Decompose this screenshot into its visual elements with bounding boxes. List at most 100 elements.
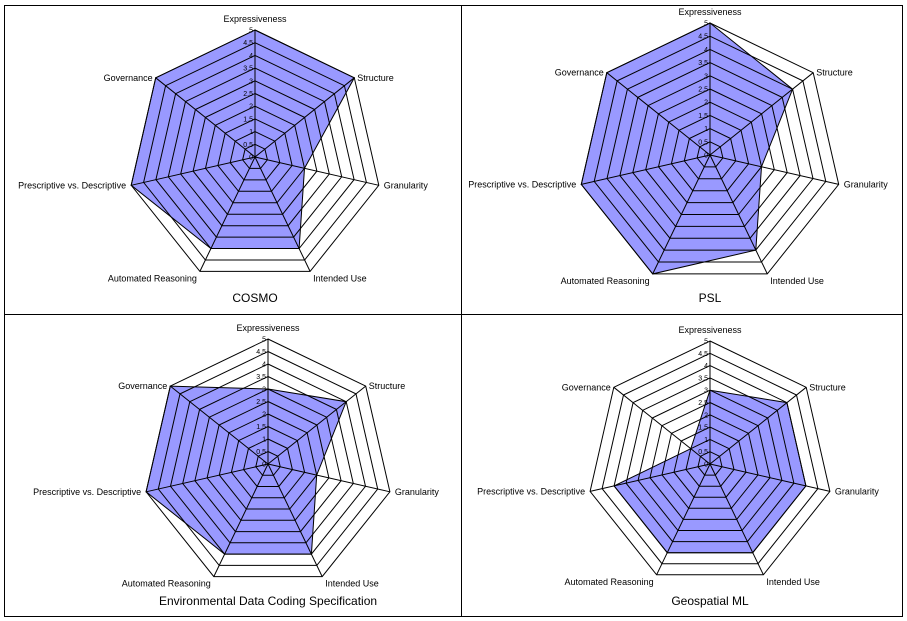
grid-ring bbox=[229, 131, 281, 181]
grid-ring bbox=[255, 450, 281, 476]
tick-label: 4 bbox=[249, 53, 253, 60]
grid-ring bbox=[589, 340, 831, 576]
axis-spoke bbox=[606, 72, 711, 156]
axis-spoke bbox=[709, 386, 807, 465]
grid-ring bbox=[661, 414, 759, 509]
data-point-prescriptive-vs-descriptive bbox=[145, 491, 147, 493]
tick-label: 0.5 bbox=[698, 449, 708, 456]
data-point-granularity bbox=[316, 474, 318, 476]
tick-label: 0 bbox=[704, 462, 708, 469]
axis-spoke bbox=[581, 154, 711, 185]
chart-title: Environmental Data Coding Specification bbox=[159, 594, 377, 608]
grid-ring bbox=[601, 352, 819, 565]
grid-ring bbox=[182, 375, 354, 544]
data-point-automated-reasoning bbox=[652, 273, 654, 275]
axis-spoke bbox=[709, 463, 764, 576]
axis-spoke bbox=[613, 386, 711, 465]
grid-ring bbox=[243, 438, 293, 487]
tick-label: 0 bbox=[249, 155, 253, 162]
tick-label: 5 bbox=[704, 21, 708, 28]
axis-spoke bbox=[656, 463, 711, 576]
grid-ring bbox=[685, 438, 735, 487]
grid-ring bbox=[145, 338, 391, 578]
data-point-structure bbox=[786, 402, 788, 404]
grid-ring bbox=[637, 389, 783, 531]
grid-ring bbox=[157, 350, 379, 566]
data-point-structure bbox=[353, 77, 355, 79]
tick-label: 5 bbox=[704, 339, 708, 346]
axis-label-intended-use: Intended Use bbox=[766, 577, 820, 587]
axis-label-automated-reasoning: Automated Reasoning bbox=[122, 579, 211, 589]
data-point-automated-reasoning bbox=[666, 552, 668, 554]
chart-title: Geospatial ML bbox=[671, 594, 749, 608]
tick-label: 4 bbox=[704, 363, 708, 370]
grid-ring bbox=[230, 425, 306, 499]
axis-label-structure: Structure bbox=[816, 68, 853, 78]
grid-ring bbox=[673, 426, 747, 498]
axis-spoke bbox=[254, 156, 311, 272]
data-point-expressiveness bbox=[709, 389, 711, 391]
grid-ring bbox=[143, 42, 367, 261]
axis-label-automated-reasoning: Automated Reasoning bbox=[565, 577, 654, 587]
grid-ring bbox=[625, 377, 795, 543]
tick-label: 2 bbox=[704, 100, 708, 107]
grid-ring bbox=[217, 118, 293, 192]
tick-label: 1.5 bbox=[698, 113, 708, 120]
data-point-expressiveness bbox=[709, 22, 711, 24]
axis-label-governance: Governance bbox=[562, 382, 611, 392]
tick-label: 5 bbox=[249, 28, 253, 35]
tick-label: 0 bbox=[704, 153, 708, 160]
axis-label-prescriptive-vs-descriptive: Prescriptive vs. Descriptive bbox=[477, 486, 585, 496]
chart-title: PSL bbox=[699, 291, 722, 305]
grid-ring bbox=[580, 22, 840, 275]
axis-label-automated-reasoning: Automated Reasoning bbox=[561, 276, 650, 286]
tick-label: 1 bbox=[249, 129, 253, 136]
axis-spoke bbox=[709, 154, 768, 275]
tick-label: 4.5 bbox=[698, 34, 708, 41]
axis-label-expressiveness: Expressiveness bbox=[236, 323, 300, 333]
axis-spoke bbox=[131, 156, 256, 186]
grid-ring bbox=[593, 35, 827, 263]
axis-label-structure: Structure bbox=[809, 382, 846, 392]
grid-ring bbox=[206, 400, 330, 521]
tick-label: 1 bbox=[704, 126, 708, 133]
radar-panel-cosmo: 0 0.5 1 1.5 2 2.5 3 3.5 4 4.5 5 Expressiveness Struc… bbox=[18, 14, 428, 305]
data-point-prescriptive-vs-descriptive bbox=[130, 184, 132, 186]
tick-label: 4.5 bbox=[243, 40, 253, 47]
axis-spoke bbox=[199, 156, 256, 272]
data-point-automated-reasoning bbox=[224, 553, 226, 555]
tick-label: 4 bbox=[704, 47, 708, 54]
tick-label: 2.5 bbox=[698, 87, 708, 94]
axis-spoke bbox=[709, 154, 839, 185]
axis-spoke bbox=[709, 463, 831, 492]
axis-spoke bbox=[709, 72, 814, 156]
axis-label-expressiveness: Expressiveness bbox=[223, 14, 287, 24]
chart-title: COSMO bbox=[232, 291, 277, 305]
radar-panel-edcs: 0 0.5 1 1.5 2 2.5 3 3.5 4 4.5 5 Expressiveness Struc… bbox=[33, 323, 439, 608]
axis-spoke bbox=[169, 385, 269, 465]
axis-label-governance: Governance bbox=[118, 381, 167, 391]
axis-label-governance: Governance bbox=[104, 73, 153, 83]
data-point-granularity bbox=[805, 485, 807, 487]
grid-ring bbox=[194, 388, 342, 533]
data-point-intended-use bbox=[298, 247, 300, 250]
data-point-governance bbox=[690, 448, 692, 450]
axis-spoke bbox=[652, 154, 711, 275]
axis-label-structure: Structure bbox=[357, 73, 394, 83]
axis-label-granularity: Granularity bbox=[844, 179, 889, 189]
data-point-intended-use bbox=[752, 552, 754, 554]
axis-label-expressiveness: Expressiveness bbox=[678, 325, 742, 335]
grid-ring bbox=[242, 143, 268, 169]
axis-label-granularity: Granularity bbox=[395, 487, 440, 497]
grid-ring bbox=[649, 401, 771, 520]
axis-label-prescriptive-vs-descriptive: Prescriptive vs. Descriptive bbox=[468, 179, 576, 189]
data-point-prescriptive-vs-descriptive bbox=[613, 485, 615, 487]
tick-label: 3.5 bbox=[256, 374, 266, 381]
axis-label-intended-use: Intended Use bbox=[770, 276, 824, 286]
tick-label: 1.5 bbox=[243, 116, 253, 123]
grid-ring bbox=[155, 54, 355, 249]
axis-label-expressiveness: Expressiveness bbox=[678, 7, 742, 17]
axis-spoke bbox=[254, 77, 355, 158]
grid-ring bbox=[683, 128, 737, 180]
